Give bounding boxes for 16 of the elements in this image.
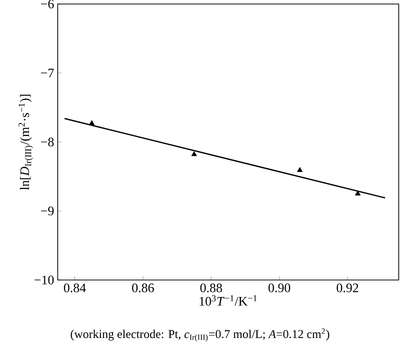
- x-tick-label: 0.92: [336, 284, 358, 292]
- y-tick-label: −6: [41, 0, 54, 8]
- x-tick-label: 0.84: [64, 284, 86, 292]
- point: [89, 120, 95, 126]
- y-tick-label: −9: [41, 206, 54, 216]
- y-axis-title: ln[D$_{Ir(III)}$/(m$^{2}$·s$^{−1}$)]: [18, 94, 34, 190]
- y-tick-label: −7: [41, 68, 54, 78]
- y-tick-label: −10: [34, 276, 54, 284]
- x-axis-title: 10$^{3}$T$^{−1}$/K$^{−1}$: [200, 295, 257, 306]
- text: (working electrode: Pt, c$_{Ir(III)}$=0.7 mol/L; A=0.12 cm$^{2}$): [70, 328, 330, 342]
- x-tick-label: 0.90: [268, 284, 290, 292]
- y-tick-label: −8: [41, 138, 54, 146]
- x-tick-label: 0.86: [132, 284, 154, 292]
- x-tick-label: 0.88: [200, 284, 222, 292]
- point: [191, 151, 197, 156]
- point: [297, 167, 303, 172]
